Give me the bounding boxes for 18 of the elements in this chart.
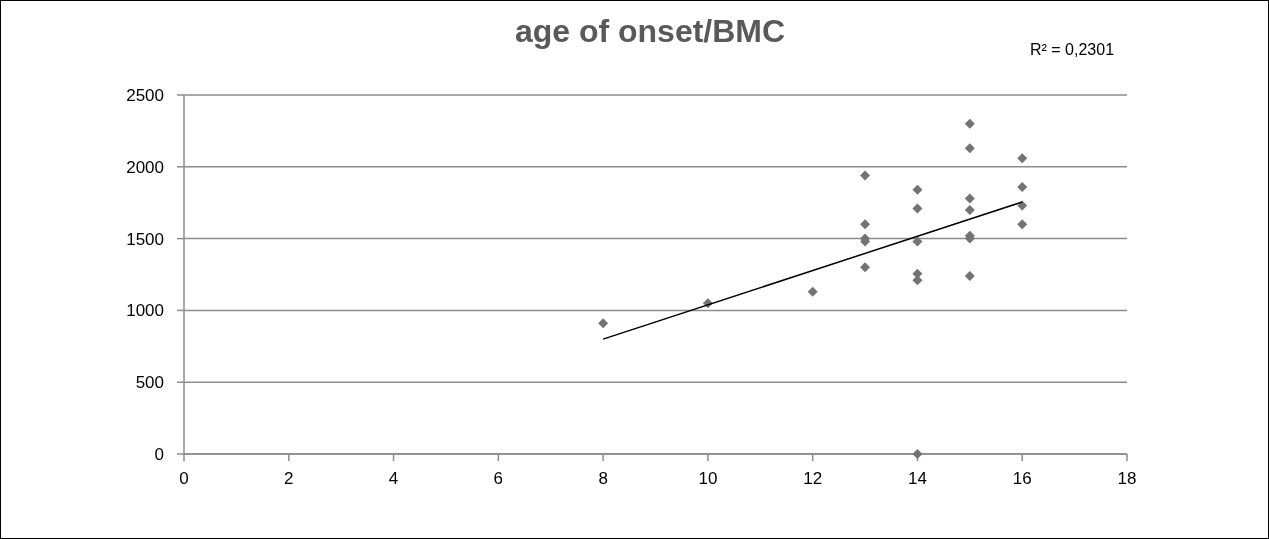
y-tick-label: 500 xyxy=(135,373,164,393)
x-tick-label: 14 xyxy=(907,469,927,488)
x-tick-label: 10 xyxy=(698,469,718,488)
x-tick-label: 18 xyxy=(1117,469,1137,488)
x-tick-label: 2 xyxy=(284,469,294,488)
chart-title: age of onset/BMC xyxy=(514,13,786,49)
x-tick-label: 0 xyxy=(179,469,189,488)
y-tick-label: 2500 xyxy=(126,86,164,105)
text: R² = 0,2301 xyxy=(1030,41,1115,58)
y-tick-label: 0 xyxy=(154,445,164,464)
x-tick-label: 16 xyxy=(1012,469,1032,488)
y-tick-label: 1000 xyxy=(126,301,164,321)
x-tick-label: 6 xyxy=(493,469,504,488)
y-tick-label: 2000 xyxy=(126,157,164,177)
y-tick-label: 1500 xyxy=(126,229,164,249)
x-tick-label: 8 xyxy=(598,469,608,488)
x-tick-label: 4 xyxy=(388,469,399,488)
x-tick-label: 12 xyxy=(803,469,823,488)
